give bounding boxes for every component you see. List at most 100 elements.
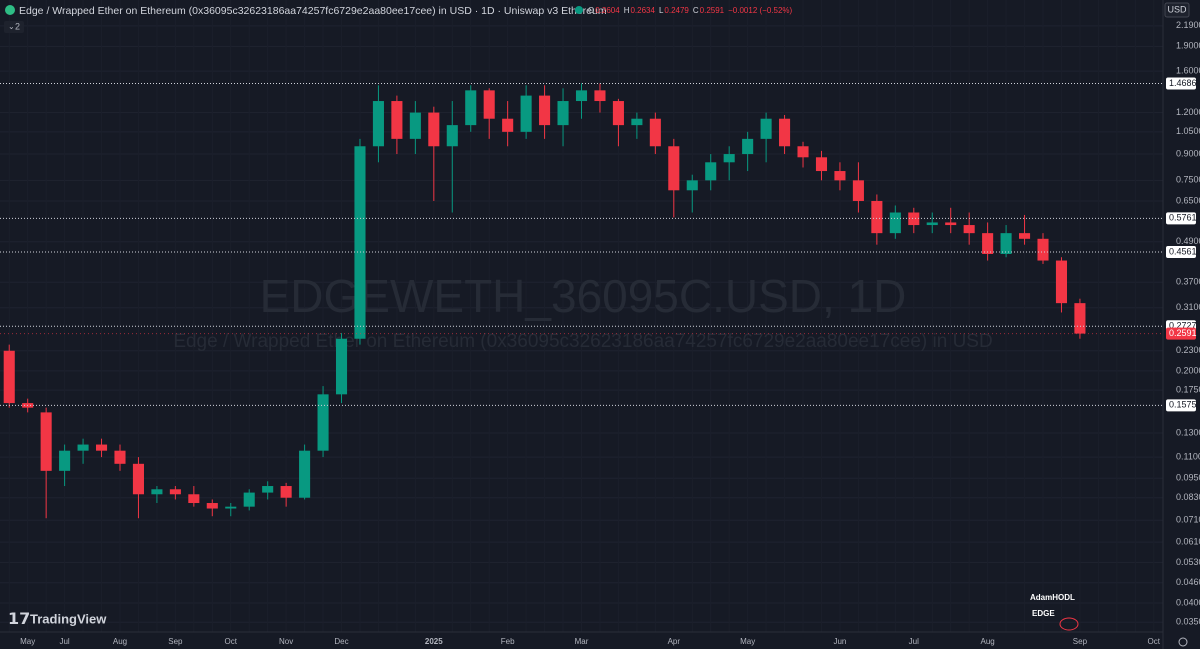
brand: TradingView: [30, 611, 107, 626]
plot: [0, 82, 1163, 519]
candle-body: [299, 450, 311, 498]
x-tick-label: Jul: [59, 637, 69, 646]
ohlc-value: 0.2604: [595, 6, 620, 15]
x-tick-label: Oct: [1148, 637, 1161, 646]
price-label: 0.1575: [1169, 400, 1197, 410]
ohlc-key: L: [659, 6, 664, 15]
candle-body: [779, 118, 791, 147]
price-label: 0.2727: [1169, 321, 1197, 331]
indicator-count: 2: [15, 21, 20, 31]
x-tick-label: May: [20, 637, 35, 646]
candle-body: [151, 489, 163, 495]
x-tick-label: Aug: [981, 637, 995, 646]
candle-body: [594, 90, 606, 102]
candle-body: [262, 486, 274, 493]
candle-body: [409, 112, 421, 139]
y-tick-label: 0.0350: [1176, 617, 1200, 627]
candle-body: [945, 222, 957, 226]
candle-body: [354, 146, 366, 339]
candle-body: [631, 118, 643, 126]
candle-body: [59, 450, 71, 471]
price-label: 0.5761: [1169, 213, 1197, 223]
x-tick-label: Nov: [279, 637, 293, 646]
candle-body: [649, 118, 661, 147]
ohlc-value: 0.2634: [630, 6, 655, 15]
candle-body: [446, 125, 458, 147]
candle-body: [889, 212, 901, 234]
candle-body: [465, 90, 477, 126]
candle-body: [575, 90, 588, 102]
settings-button[interactable]: [1178, 637, 1188, 647]
last-price-label: 0.2591: [1169, 328, 1197, 338]
candle-body: [686, 180, 698, 191]
x-tick-label: Sep: [1073, 637, 1088, 646]
symbol-icon: [5, 5, 15, 15]
candle-body: [225, 506, 237, 509]
candle-body: [815, 157, 828, 172]
candle-body: [982, 233, 994, 254]
candle-body: [372, 101, 384, 147]
candle-body: [705, 162, 717, 181]
candle-body: [77, 444, 89, 451]
candle-body: [483, 90, 495, 119]
collapse-arrow: ⌄: [8, 22, 15, 31]
x-tick-label: Jul: [909, 637, 919, 646]
candle-body: [335, 338, 348, 395]
ohlc-legend: O 0.2604 H 0.2634 L 0.2479 C 0.2591 −0.0012 (−0.…: [588, 6, 793, 15]
x-tick-label: May: [740, 637, 755, 646]
candle-body: [1037, 238, 1049, 261]
status-dot: [575, 6, 583, 14]
x-tick-label: Sep: [168, 637, 183, 646]
candle-body: [1000, 233, 1012, 254]
candle-body: [502, 118, 514, 132]
author-icon: [1059, 617, 1079, 631]
candle-body: [963, 225, 975, 234]
ohlc-key: C: [693, 6, 699, 15]
candle-body: [95, 444, 108, 451]
x-tick-label: Dec: [334, 637, 348, 646]
candle-body: [668, 146, 680, 191]
candle-body: [132, 463, 144, 495]
currency-button[interactable]: [1164, 2, 1190, 18]
x-tick-label: Aug: [113, 637, 127, 646]
candle-body: [539, 95, 551, 126]
candle-body: [723, 154, 735, 163]
candle-body: [188, 494, 200, 504]
currency-label: USD: [1167, 4, 1187, 14]
candle-body: [280, 486, 292, 498]
candle-body: [871, 200, 883, 234]
x-tick-label: Feb: [501, 637, 515, 646]
candle-body: [1019, 233, 1031, 239]
candle-body: [317, 394, 329, 451]
candle-body: [1074, 303, 1086, 334]
watermark: EDGEWETH_36095C.USD, 1D: [260, 270, 907, 322]
candle-body: [206, 503, 218, 509]
candle-body: [3, 350, 15, 404]
candle-body: [114, 450, 126, 464]
symbol-title: Edge / Wrapped Ether on Ethereum (0x3609…: [19, 5, 607, 17]
candle-body: [1055, 260, 1068, 304]
last-price-box: [1166, 327, 1196, 340]
price-label-box: [1166, 77, 1196, 90]
candle-body: [834, 171, 846, 181]
candle-body: [908, 212, 920, 226]
candle-body: [243, 492, 255, 507]
indicator-toggle[interactable]: [4, 21, 24, 33]
ohlc-key: H: [624, 6, 630, 15]
x-tick-label: Oct: [225, 637, 238, 646]
